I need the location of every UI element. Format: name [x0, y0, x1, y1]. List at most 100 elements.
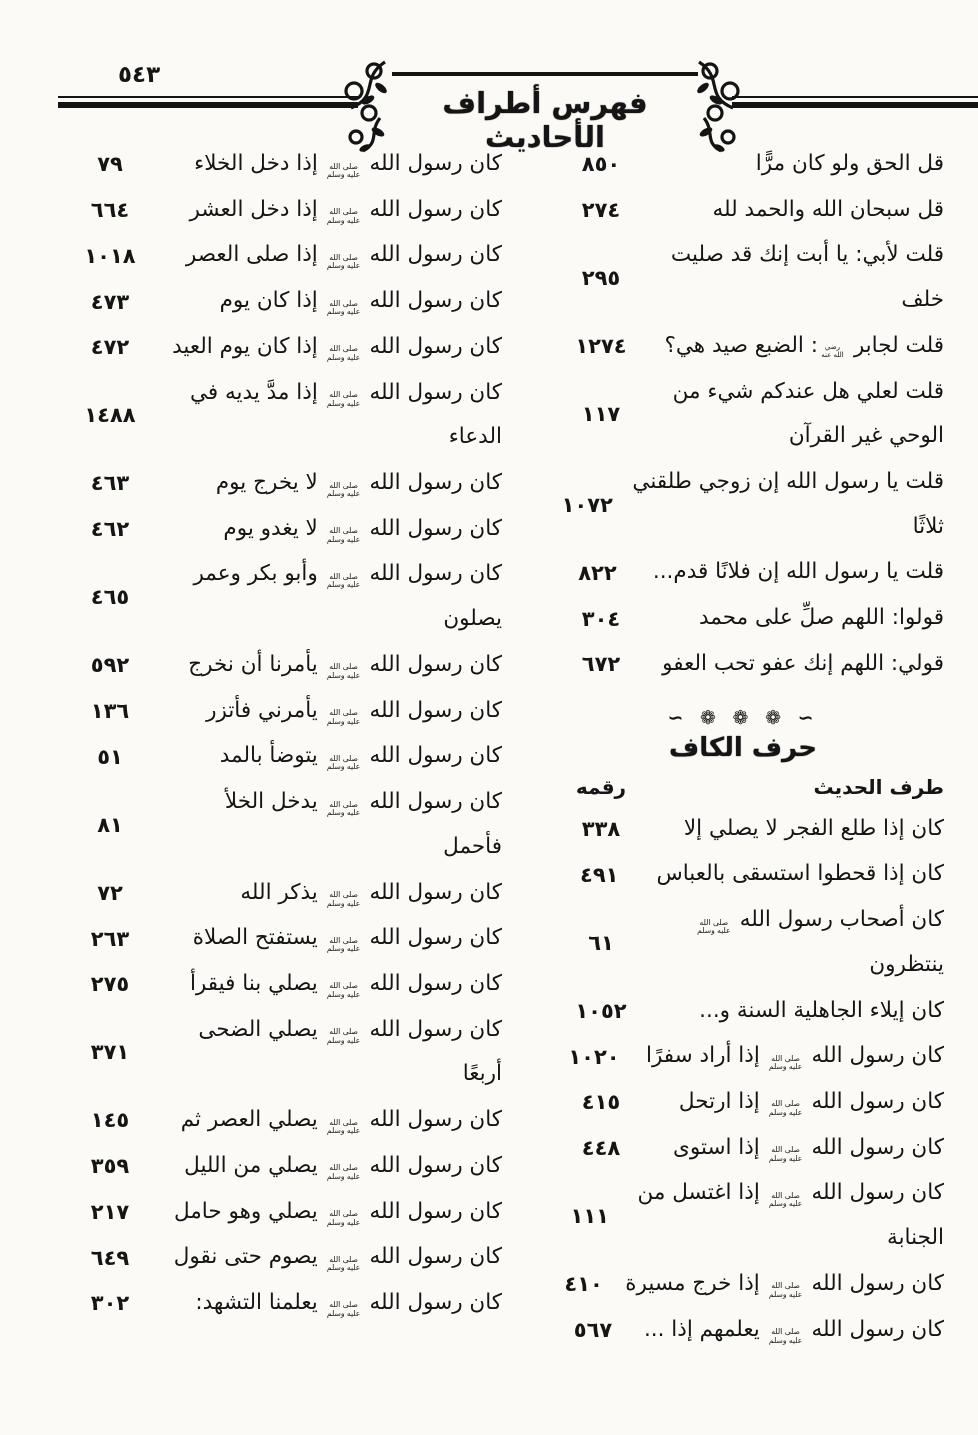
hadith-text: قلت لجابر رضي الله عنه: الضبع صيد هي؟	[664, 332, 944, 359]
hadith-page-number: ١٠١٨	[84, 243, 136, 268]
hadith-text: كان رسول الله صلى الله عليه وسلم يصلي من…	[184, 1152, 502, 1181]
column-header-hadith: طرف الحديث	[813, 774, 945, 799]
hadith-entry: كان رسول الله صلى الله عليه وسلم يأمرنا …	[58, 643, 502, 688]
hadith-text: كان رسول الله صلى الله عليه وسلم يصلي ال…	[198, 1016, 502, 1087]
hadith-page-number: ٨٥٠	[581, 152, 621, 177]
hadith-entry: كان رسول الله صلى الله عليه وسلم يصلي وه…	[58, 1190, 502, 1235]
header-rule-left-thick	[58, 102, 358, 108]
header-rule-right-thick	[732, 102, 978, 108]
radi-allahu-anhu-ligature: رضي الله عنه	[821, 343, 844, 359]
hadith-page-number: ٤٩١	[580, 862, 619, 887]
hadith-page-number: ٣٠٢	[90, 1291, 130, 1316]
pbuh-ligature: صلى الله عليه وسلم	[326, 1117, 361, 1136]
pbuh-ligature: صلى الله عليه وسلم	[326, 252, 361, 271]
hadith-entry: كان رسول الله صلى الله عليه وسلم يدخل ال…	[58, 780, 502, 869]
hadith-entry: قلت يا رسول الله إن زوجي طلقني ثلاثًا ١٠…	[542, 460, 944, 549]
hadith-entry: كان رسول الله صلى الله عليه وسلم إذا دخل…	[58, 188, 502, 233]
hadith-text: كان رسول الله صلى الله عليه وسلم إذا كان…	[219, 288, 502, 317]
hadith-text: كان رسول الله صلى الله عليه وسلم إذا دخل…	[194, 151, 502, 179]
hadith-page-number: ٤٦٣	[90, 471, 130, 496]
hadith-entry: كان رسول الله صلى الله عليه وسلم إذا ارت…	[542, 1080, 944, 1125]
hadith-entry: كان رسول الله صلى الله عليه وسلم يذكر ال…	[58, 871, 502, 916]
hadith-text: كان رسول الله صلى الله عليه وسلم يدخل ال…	[224, 789, 502, 859]
page-number: ٥٤٣	[118, 62, 161, 88]
column-header-number: رقمه	[575, 774, 627, 799]
section-heading-kaf: حرف الكاف	[669, 732, 817, 763]
hadith-text: كان رسول الله صلى الله عليه وسلم يصلي ال…	[180, 1107, 502, 1136]
hadith-page-number: ١١١	[570, 1204, 609, 1229]
hadith-text: كان رسول الله صلى الله عليه وسلم يعلمنا …	[195, 1289, 502, 1318]
hadith-page-number: ٥٦٧	[573, 1317, 613, 1342]
hadith-page-number: ٢٩٥	[581, 266, 621, 291]
hadith-text: كان رسول الله صلى الله عليه وسلم يعلمهم …	[643, 1316, 944, 1345]
hadith-text: كان رسول الله صلى الله عليه وسلم يأمرنا …	[188, 651, 502, 680]
hadith-entry: كان رسول الله صلى الله عليه وسلم إذا مدَ…	[58, 371, 502, 460]
entries-qaf-group: قل الحق ولو كان مرًّا ٨٥٠ قل سبحان الله …	[542, 142, 944, 687]
hadith-entry: قل الحق ولو كان مرًّا ٨٥٠	[542, 142, 944, 187]
hadith-page-number: ٣٣٨	[581, 816, 621, 841]
hadith-entry: كان رسول الله صلى الله عليه وسلم يصلي ال…	[58, 1098, 502, 1143]
hadith-text: كان رسول الله صلى الله عليه وسلم إذا مدَ…	[189, 379, 502, 450]
pbuh-ligature: صلى الله عليه وسلم	[326, 1300, 361, 1318]
hadith-page-number: ١٤٨٨	[84, 403, 136, 428]
hadith-entry: كان رسول الله صلى الله عليه وسلم يعلمنا …	[58, 1281, 502, 1326]
hadith-entry: كان رسول الله صلى الله عليه وسلم يصوم حت…	[58, 1235, 502, 1280]
hadith-entry: كان رسول الله صلى الله عليه وسلم إذا دخل…	[58, 142, 502, 187]
hadith-text: كان رسول الله صلى الله عليه وسلم إذا است…	[673, 1134, 944, 1163]
hadith-entry: كان رسول الله صلى الله عليه وسلم إذا اغت…	[542, 1171, 944, 1260]
pbuh-ligature: صلى الله عليه وسلم	[326, 344, 361, 362]
hadith-entry: كان إذا طلع الفجر لا يصلي إلا ٣٣٨	[542, 807, 944, 852]
hadith-page-number: ٥٩٢	[90, 653, 130, 678]
hadith-page-number: ٨٢٢	[578, 560, 617, 585]
hadith-entry: كان رسول الله صلى الله عليه وسلم إذا صلى…	[58, 233, 502, 278]
hadith-text: كان رسول الله صلى الله عليه وسلم وأبو بك…	[193, 561, 502, 632]
pbuh-ligature: صلى الله عليه وسلم	[768, 1099, 803, 1117]
pbuh-ligature: صلى الله عليه وسلم	[326, 981, 361, 999]
hadith-text: قلت لأبي: يا أبت إنك قد صليت خلف	[670, 242, 944, 313]
pbuh-ligature: صلى الله عليه وسلم	[326, 799, 361, 818]
hadith-text: كان رسول الله صلى الله عليه وسلم يصلي وه…	[173, 1198, 502, 1227]
section-divider-ornament: ∼ ❁ ❁ ❁ ∼	[667, 706, 819, 729]
hadith-text: كان رسول الله صلى الله عليه وسلم لا يخرج…	[215, 470, 502, 499]
hadith-entry: كان رسول الله صلى الله عليه وسلم إذا كان…	[58, 279, 502, 324]
pbuh-ligature: صلى الله عليه وسلم	[697, 917, 731, 936]
hadith-page-number: ٣٠٤	[581, 606, 621, 631]
hadith-entry: كان رسول الله صلى الله عليه وسلم يعلمهم …	[542, 1308, 944, 1353]
floral-ornament-icon	[692, 58, 746, 160]
hadith-text: قلت لعلي هل عندكم شيء من الوحي غير القرآ…	[672, 378, 944, 449]
pbuh-ligature: صلى الله عليه وسلم	[326, 571, 361, 590]
hadith-page-number: ١٣٦	[90, 698, 130, 723]
entries-kaf-continued-group: كان رسول الله صلى الله عليه وسلم إذا دخل…	[58, 142, 502, 1326]
pbuh-ligature: صلى الله عليه وسلم	[326, 890, 361, 908]
header-rule-middle	[392, 72, 698, 76]
hadith-entry: كان رسول الله صلى الله عليه وسلم يصلي ال…	[58, 1008, 502, 1097]
hadith-page-number: ٤٦٥	[90, 585, 130, 610]
hadith-page-number: ٢٧٥	[90, 972, 130, 997]
hadith-entry: كان رسول الله صلى الله عليه وسلم لا يغدو…	[58, 507, 502, 552]
hadith-entry: كان رسول الله صلى الله عليه وسلم يصلي من…	[58, 1144, 502, 1189]
hadith-page-number: ١٠٥٢	[575, 998, 627, 1023]
hadith-entry: كان رسول الله صلى الله عليه وسلم إذا است…	[542, 1126, 944, 1171]
pbuh-ligature: صلى الله عليه وسلم	[326, 526, 361, 544]
hadith-text: كان رسول الله صلى الله عليه وسلم إذا كان…	[172, 333, 502, 362]
hadith-entry: قولوا: اللهم صلِّ على محمد ٣٠٤	[542, 596, 944, 641]
pbuh-ligature: صلى الله عليه وسلم	[326, 708, 361, 726]
pbuh-ligature: صلى الله عليه وسلم	[768, 1145, 803, 1163]
pbuh-ligature: صلى الله عليه وسلم	[326, 753, 361, 772]
hadith-text: كان رسول الله صلى الله عليه وسلم يذكر ال…	[240, 879, 502, 908]
hadith-text: كان رسول الله صلى الله عليه وسلم إذا خرج…	[625, 1270, 944, 1299]
hadith-entry: كان رسول الله صلى الله عليه وسلم يستفتح …	[58, 916, 502, 961]
hadith-page-number: ١٠٧٢	[561, 492, 613, 517]
pbuh-ligature: صلى الله عليه وسلم	[326, 1209, 361, 1227]
hadith-entry: قولي: اللهم إنك عفو تحب العفو ٦٧٢	[542, 642, 944, 687]
hadith-text: قل الحق ولو كان مرًّا	[755, 151, 944, 176]
entries-kaf-group: كان إذا طلع الفجر لا يصلي إلا ٣٣٨ كان إذ…	[542, 807, 944, 1353]
hadith-text: كان رسول الله صلى الله عليه وسلم يستفتح …	[192, 925, 502, 954]
hadith-text: كان رسول الله صلى الله عليه وسلم لا يغدو…	[223, 515, 502, 544]
hadith-entry: كان رسول الله صلى الله عليه وسلم إذا أرا…	[542, 1034, 944, 1079]
hadith-text: كان رسول الله صلى الله عليه وسلم يصوم حت…	[173, 1244, 502, 1273]
book-index-title: فهرس أطراف الأحاديث	[442, 86, 648, 154]
hadith-page-number: ٦٦٤	[90, 198, 130, 223]
hadith-page-number: ٧٢	[97, 880, 123, 905]
hadith-page-number: ١٠٢٠	[568, 1044, 620, 1069]
